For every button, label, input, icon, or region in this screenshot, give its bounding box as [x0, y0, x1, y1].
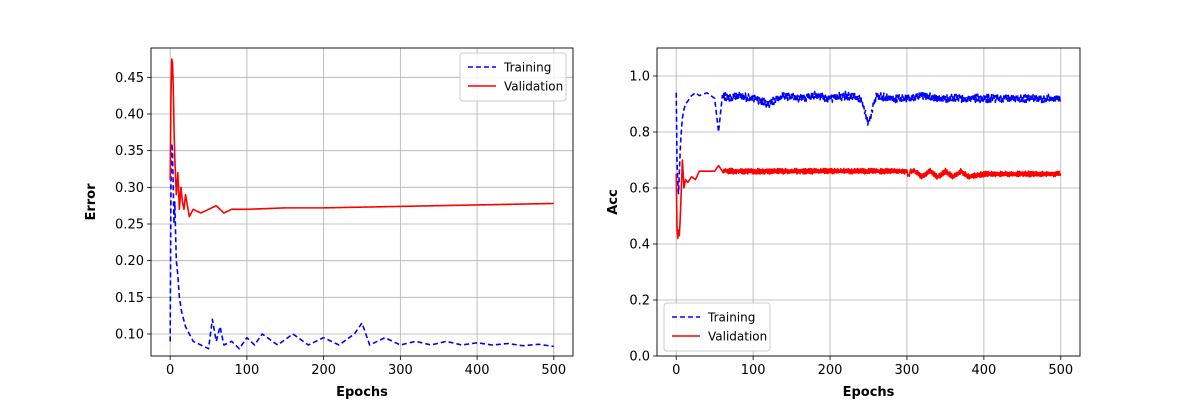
legend-label-validation: Validation [708, 330, 767, 344]
x-tick-label: 400 [971, 363, 996, 378]
x-axis-label: Epochs [843, 385, 895, 400]
chart-panel-2: 0 100 200 300 400 500 0.0 0.2 0.4 0.6 0.8 1.0 Epochs… [606, 47, 1081, 400]
y-tick-label: 0.2 [629, 294, 650, 309]
y-tick-label: 0.35 [115, 144, 144, 159]
x-tick-label: 300 [388, 363, 413, 378]
series-line-validation [169, 58, 554, 218]
plot-area [675, 90, 1062, 240]
y-tick-label: 0.15 [115, 291, 144, 306]
x-tick-label: 400 [465, 363, 490, 378]
legend-label-validation: Validation [504, 80, 563, 94]
axes-frame [656, 47, 1081, 357]
y-tick-label: 0.6 [629, 182, 650, 197]
y-tick-label: 0.4 [629, 238, 650, 253]
axes-frame [150, 47, 574, 357]
y-tick-label: 0.30 [115, 181, 144, 196]
x-tick-label: 200 [818, 363, 843, 378]
y-tick-label: 1.0 [629, 70, 650, 85]
x-tick-label: 0 [166, 363, 174, 378]
y-tick-label: 0.20 [115, 254, 144, 269]
y-tick-label: 0.40 [115, 108, 144, 123]
x-tick-label: 300 [895, 363, 920, 378]
legend: Training Validation [663, 302, 771, 352]
legend-box [663, 302, 771, 352]
chart-panel-1: 0 100 200 300 400 500 0.10 0.15 0.20 0.25 0.30 0.35… [84, 47, 574, 400]
legend-box [459, 52, 567, 102]
x-axis-label: Epochs [336, 385, 388, 400]
y-axis-label: Acc [606, 189, 621, 214]
y-tick-label: 0.10 [115, 328, 144, 343]
legend: Training Validation [459, 52, 567, 102]
series-line-training [169, 142, 554, 350]
x-tick-label: 200 [311, 363, 336, 378]
plot-area [169, 58, 554, 350]
x-tick-label: 500 [1048, 363, 1073, 378]
y-axis-label: Error [84, 183, 99, 221]
x-tick-label: 0 [672, 363, 680, 378]
y-tick-label: 0.45 [115, 71, 144, 86]
legend-label-training: Training [503, 61, 551, 75]
legend-label-training: Training [707, 311, 755, 325]
y-tick-label: 0.8 [629, 126, 650, 141]
series-line-validation [675, 159, 1062, 240]
y-tick-label: 0.25 [115, 218, 144, 233]
y-tick-label: 0.0 [629, 350, 650, 365]
x-tick-label: 500 [541, 363, 566, 378]
series-line-training [675, 90, 1062, 195]
x-tick-label: 100 [234, 363, 259, 378]
x-tick-label: 100 [741, 363, 766, 378]
